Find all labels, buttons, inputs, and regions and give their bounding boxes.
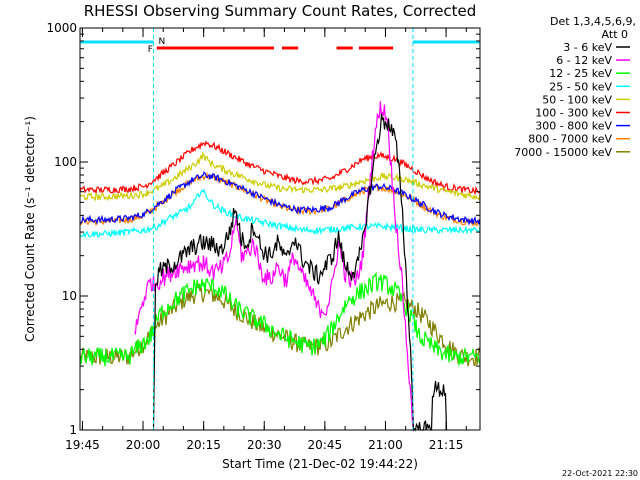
legend-entry-label: 300 - 800 keV [535, 120, 612, 133]
legend-header-attenuator: Att 0 [602, 28, 628, 41]
legend-entry-label: 25 - 50 keV [549, 80, 612, 93]
plot-frame [79, 27, 481, 431]
legend-entry-label: 50 - 100 keV [542, 93, 612, 106]
y-tick-label: 10 [62, 289, 77, 303]
legend-entry-label: 7000 - 15000 keV [514, 146, 612, 159]
series-3-6-kev [152, 113, 448, 432]
series-layer [79, 101, 481, 432]
y-tick-label: 1 [69, 423, 77, 437]
x-tick-label: 20:45 [308, 438, 343, 452]
legend-header-detectors: Det 1,3,4,5,6,9, [550, 15, 636, 28]
y-axis-label: Corrected Count Rate (s⁻¹ detector⁻¹) [23, 116, 37, 342]
night-marker-label: N [159, 37, 166, 47]
x-axis-label: Start Time (21-Dec-02 19:44:22) [222, 457, 418, 471]
y-axis: 1 10 100 1000 [46, 21, 480, 437]
legend-entry-label: 12 - 25 keV [549, 67, 612, 80]
x-tick-label: 21:15 [429, 438, 464, 452]
series-50-100-kev [79, 151, 481, 202]
x-tick-label: 21:00 [368, 438, 403, 452]
legend-entry-label: 800 - 7000 keV [528, 133, 612, 146]
x-tick-label: 20:00 [126, 438, 161, 452]
x-tick-label: 19:45 [65, 438, 100, 452]
y-tick-label: 1000 [46, 21, 77, 35]
flare-marker-label: F [148, 45, 153, 55]
legend-entry-label: 100 - 300 keV [535, 107, 612, 120]
series-7000-15000-kev [79, 283, 481, 367]
y-tick-label: 100 [54, 155, 77, 169]
x-axis: 19:45 20:00 20:15 20:30 20:45 21:00 21:15 [65, 28, 467, 452]
x-tick-label: 20:30 [247, 438, 282, 452]
generated-timestamp: 22-Oct-2021 22:30 [562, 469, 638, 478]
legend-entry-label: 6 - 12 keV [556, 54, 612, 67]
chart-title: RHESSI Observing Summary Count Rates, Co… [84, 2, 477, 20]
series-800-7000-kev [79, 171, 481, 227]
x-tick-label: 20:15 [186, 438, 221, 452]
series-300-800-kev [79, 171, 481, 227]
legend-entry-label: 3 - 6 keV [563, 41, 612, 54]
series-25-50-kev [79, 188, 481, 239]
annotation-layer: NF [80, 28, 480, 430]
